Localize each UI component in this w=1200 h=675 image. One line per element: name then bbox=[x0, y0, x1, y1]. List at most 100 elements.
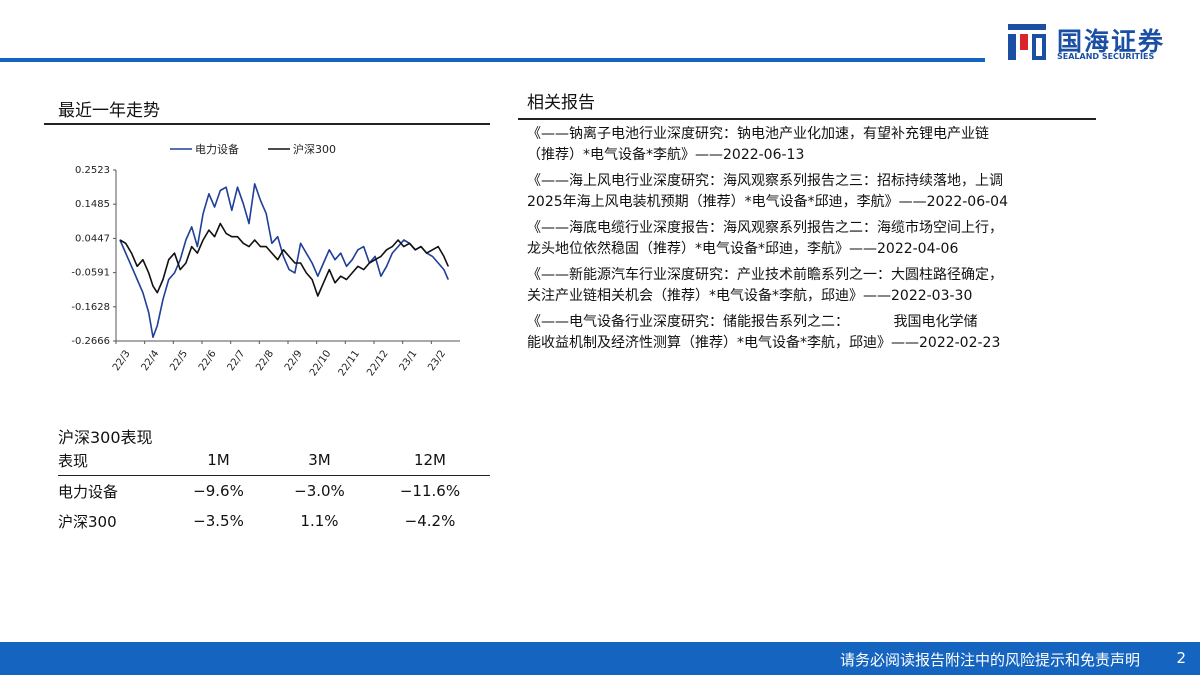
data-point bbox=[340, 275, 342, 277]
data-point bbox=[403, 239, 405, 241]
report-item[interactable]: 《——海底电缆行业深度报告：海风观察系列报告之二：海缆市场空间上行， 龙头地位依… bbox=[527, 218, 1095, 260]
data-point bbox=[191, 246, 193, 247]
data-point bbox=[125, 242, 127, 244]
report-line: 《——海底电缆行业深度报告：海风观察系列报告之二：海缆市场空间上行， bbox=[527, 220, 1003, 236]
data-point bbox=[248, 223, 250, 224]
data-point bbox=[265, 246, 267, 247]
data-point bbox=[288, 256, 290, 257]
data-point bbox=[214, 236, 216, 238]
data-point bbox=[131, 252, 132, 254]
report-item[interactable]: 《——海上风电行业深度研究：海风观察系列报告之三：招标持续落地，上调 2025年… bbox=[527, 171, 1095, 213]
data-point bbox=[277, 259, 279, 261]
data-point bbox=[225, 232, 227, 234]
header-cell: 表现 bbox=[58, 445, 168, 476]
data-point bbox=[357, 249, 359, 251]
data-point bbox=[311, 279, 313, 280]
data-point bbox=[156, 292, 158, 294]
table-cell: 1.1% bbox=[300, 512, 339, 530]
data-point bbox=[265, 213, 267, 214]
data-point bbox=[305, 252, 307, 254]
report-line: 龙头地位依然稳固（推荐）*电气设备*邱迪，李航》——2022-04-06 bbox=[527, 241, 959, 257]
header-rule bbox=[0, 58, 985, 62]
data-point bbox=[208, 229, 210, 231]
data-point bbox=[148, 272, 150, 274]
data-point bbox=[351, 272, 353, 274]
report-line: 能收益机制及经济性测算（推荐）*电气设备*李航，邱迪》——2022-02-23 bbox=[527, 335, 1001, 351]
data-point bbox=[369, 262, 370, 264]
x-tick-label: 22/12 bbox=[365, 348, 391, 378]
trend-chart: 0.25230.14850.0447-0.0591-0.1628-0.26662… bbox=[71, 142, 460, 378]
x-tick-label: 22/6 bbox=[197, 348, 219, 373]
x-tick-label: 23/1 bbox=[398, 348, 420, 373]
report-item[interactable]: 《——电气设备行业深度研究：储能报告系列之二： 我国电化学储 能收益机制及经济性… bbox=[527, 312, 1095, 354]
report-item[interactable]: 《——新能源汽车行业深度研究：产业技术前瞻系列之一：大圆柱路径确定， 关注产业链… bbox=[527, 265, 1095, 307]
data-point bbox=[277, 236, 279, 238]
data-point bbox=[397, 239, 399, 241]
data-point bbox=[380, 256, 382, 257]
table-header-row: 表现 1M 3M 12M bbox=[58, 445, 490, 476]
x-tick-label: 22/8 bbox=[254, 348, 276, 373]
data-point bbox=[386, 249, 387, 251]
data-point bbox=[242, 242, 244, 244]
y-tick-label: 0.2523 bbox=[75, 165, 110, 176]
report-line: （推荐）*电气设备*李航》——2022-06-13 bbox=[527, 147, 805, 163]
data-point bbox=[231, 236, 233, 238]
data-point bbox=[283, 256, 284, 257]
data-point bbox=[219, 190, 221, 191]
x-tick-label: 22/11 bbox=[337, 348, 363, 378]
data-point bbox=[363, 246, 365, 247]
data-point bbox=[242, 203, 244, 205]
data-point bbox=[197, 246, 198, 247]
data-point bbox=[447, 279, 449, 280]
report-item[interactable]: 《——钠离子电池行业深度研究：钠电池产业化加速，有望补充锂电产业链 （推荐）*电… bbox=[527, 124, 1095, 166]
data-point bbox=[340, 252, 342, 254]
data-point bbox=[323, 282, 324, 284]
data-point bbox=[185, 239, 187, 241]
data-point bbox=[179, 259, 181, 261]
related-reports-list: 《——钠离子电池行业深度研究：钠电池产业化加速，有望补充锂电产业链 （推荐）*电… bbox=[527, 124, 1095, 359]
data-point bbox=[119, 239, 121, 241]
header-cell: 12M bbox=[369, 445, 490, 476]
data-point bbox=[328, 269, 330, 271]
data-point bbox=[208, 193, 210, 195]
data-point bbox=[447, 265, 449, 267]
x-tick-label: 23/2 bbox=[426, 348, 448, 373]
data-point bbox=[437, 262, 439, 264]
data-point bbox=[142, 292, 144, 294]
brand-name-cn: 国海证券 bbox=[1057, 27, 1166, 56]
data-point bbox=[317, 295, 319, 297]
data-point bbox=[162, 279, 164, 280]
y-tick-label: -0.0591 bbox=[71, 268, 110, 279]
x-tick-label: 22/7 bbox=[226, 348, 248, 373]
y-tick-label: -0.2666 bbox=[71, 336, 110, 347]
legend-label: 电力设备 bbox=[195, 142, 239, 156]
data-point bbox=[414, 249, 416, 251]
report-line: 《——海上风电行业深度研究：海风观察系列报告之三：招标持续落地，上调 bbox=[527, 173, 1003, 189]
y-tick-label: 0.1485 bbox=[75, 199, 110, 210]
data-point bbox=[346, 279, 347, 280]
data-point bbox=[142, 259, 144, 261]
x-tick-label: 22/4 bbox=[140, 348, 162, 373]
data-point bbox=[248, 246, 250, 247]
data-point bbox=[271, 242, 273, 244]
brand-name-en: SEALAND SECURITIES bbox=[1057, 52, 1155, 61]
table-cell: −11.6% bbox=[399, 482, 461, 500]
data-point bbox=[397, 246, 399, 247]
data-point bbox=[391, 252, 393, 254]
data-point bbox=[260, 200, 261, 201]
data-point bbox=[148, 312, 150, 313]
data-point bbox=[219, 223, 221, 224]
report-line: 《——钠离子电池行业深度研究：钠电池产业化加速，有望补充锂电产业链 bbox=[527, 126, 989, 142]
data-point bbox=[202, 213, 204, 214]
data-point bbox=[168, 259, 170, 261]
data-point bbox=[311, 262, 313, 264]
data-point bbox=[386, 265, 387, 267]
row-label: 沪深300 bbox=[58, 512, 117, 531]
data-point bbox=[288, 269, 290, 271]
data-point bbox=[237, 236, 238, 238]
data-point bbox=[432, 249, 433, 251]
data-point bbox=[374, 259, 376, 261]
trend-title-rule bbox=[44, 123, 490, 125]
data-point bbox=[254, 239, 256, 241]
data-point bbox=[443, 269, 445, 271]
